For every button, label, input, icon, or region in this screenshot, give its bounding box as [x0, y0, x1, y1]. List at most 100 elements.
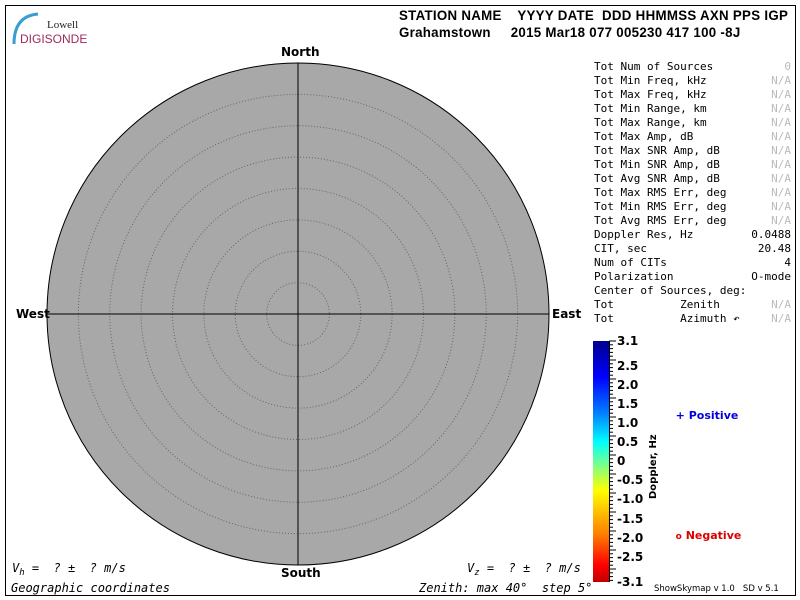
legend-negative-label: Negative	[685, 529, 742, 542]
stat-label: Tot Azimuth ↶	[594, 312, 740, 325]
colorbar-tick-label: 2.0	[617, 378, 639, 392]
stat-value: N/A	[771, 158, 791, 171]
stat-row: Tot Min Freq, kHz N/A	[594, 74, 791, 88]
stat-row: Tot Max Freq, kHz N/A	[594, 88, 791, 102]
stat-value: N/A	[771, 74, 791, 87]
colorbar-tick-label: -2.0	[617, 531, 644, 545]
stat-row: Tot Min Range, km N/A	[594, 102, 791, 116]
vh-symbol: V	[12, 561, 20, 575]
direction-east: East	[552, 307, 582, 321]
stat-label: Tot Min Freq, kHz	[594, 74, 707, 87]
header-values: Grahamstown 2015 Mar18 077 005230 417 10…	[399, 24, 741, 40]
skymap-plot	[46, 62, 550, 566]
logo-arc-icon	[12, 12, 39, 45]
colorbar-tick-label: 1.0	[617, 416, 639, 430]
stat-value: 0.0488	[751, 228, 791, 241]
stat-row: Tot Max RMS Err, deg N/A	[594, 186, 791, 200]
stat-value: N/A	[771, 88, 791, 101]
stat-label: Center of Sources, deg:	[594, 284, 747, 297]
stat-value: N/A	[771, 298, 791, 311]
colorbar-tick-label: -1.5	[617, 512, 644, 526]
stat-label: Tot Min Range, km	[594, 102, 707, 115]
stat-row: Tot Avg SNR Amp, dB N/A	[594, 172, 791, 186]
header-labels: STATION NAME YYYY DATE DDD HHMMSS AXN PP…	[399, 7, 789, 23]
stat-row: CIT, sec 20.48	[594, 242, 791, 256]
stat-label: Tot Num of Sources	[594, 60, 714, 73]
stat-row: Polarization O-mode	[594, 270, 791, 284]
colorbar-tick-label: -3.1	[617, 575, 644, 589]
stat-value: N/A	[771, 130, 791, 143]
stat-value: N/A	[771, 102, 791, 115]
version-info: ShowSkymap v 1.0 SD v 5.1	[654, 584, 779, 594]
vz-value: = ? ± ? m/s	[479, 561, 581, 575]
circle-icon: o	[675, 532, 682, 542]
stat-row: Tot Azimuth ↶ N/A	[594, 312, 791, 326]
stat-row: Tot Max Amp, dB N/A	[594, 130, 791, 144]
stat-label: Tot Avg RMS Err, deg	[594, 214, 727, 227]
stat-value: N/A	[771, 312, 791, 325]
direction-south: South	[281, 566, 321, 580]
stat-label: Tot Max Range, km	[594, 116, 707, 129]
stat-label: Tot Max Freq, kHz	[594, 88, 707, 101]
stat-label: CIT, sec	[594, 242, 647, 255]
colorbar-tick-label: 3.1	[617, 334, 639, 348]
stat-label: Polarization	[594, 270, 674, 283]
vz-readout: Vz = ? ± ? m/s	[467, 561, 581, 578]
stat-row: Tot Min RMS Err, deg N/A	[594, 200, 791, 214]
stat-label: Tot Min RMS Err, deg	[594, 200, 727, 213]
stat-value: O-mode	[751, 270, 791, 283]
stat-row: Num of CITs 4	[594, 256, 791, 270]
coordinate-system: Geographic coordinates	[11, 581, 170, 595]
logo-text-digisonde: DIGISONDE	[20, 32, 88, 46]
vh-readout: Vh = ? ± ? m/s	[12, 561, 126, 578]
plot-frame	[5, 5, 796, 596]
stat-value: 20.48	[757, 242, 791, 255]
stat-label: Tot Min SNR Amp, dB	[594, 158, 720, 171]
stat-label: Tot Max RMS Err, deg	[594, 186, 727, 199]
stat-row: Tot Zenith N/A	[594, 298, 791, 312]
stat-label: Tot Max SNR Amp, dB	[594, 144, 720, 157]
stat-value: N/A	[771, 144, 791, 157]
stat-row: Tot Min SNR Amp, dB N/A	[594, 158, 791, 172]
stat-row: Center of Sources, deg:	[594, 284, 791, 298]
stat-value: 4	[784, 256, 791, 269]
stat-row: Tot Max Range, km N/A	[594, 116, 791, 130]
colorbar-tick-label: -2.5	[617, 550, 644, 564]
vz-subscript: z	[474, 568, 480, 578]
stat-label: Doppler Res, Hz	[594, 228, 694, 241]
stat-value: N/A	[771, 172, 791, 185]
plus-icon: +	[675, 409, 685, 422]
colorbar-tick-label: 1.5	[617, 397, 639, 411]
zenith-info: Zenith: max 40° step 5°	[419, 581, 593, 595]
colorbar-ticks	[609, 340, 616, 582]
vh-value: = ? ± ? m/s	[24, 561, 126, 575]
stat-value: N/A	[771, 186, 791, 199]
stat-value: N/A	[771, 116, 791, 129]
stat-label: Tot Zenith	[594, 298, 720, 311]
stat-row: Tot Num of Sources 0	[594, 60, 791, 74]
stat-row: Tot Max SNR Amp, dB N/A	[594, 144, 791, 158]
stat-row: Tot Avg RMS Err, deg N/A	[594, 214, 791, 228]
legend-positive: + Positive	[668, 396, 739, 422]
stat-value: N/A	[771, 214, 791, 227]
direction-west: West	[16, 307, 50, 321]
colorbar-tick-label: -1.0	[617, 492, 644, 506]
legend-positive-label: Positive	[688, 409, 739, 422]
stat-label: Num of CITs	[594, 256, 667, 269]
stat-row: Doppler Res, Hz 0.0488	[594, 228, 791, 242]
logo-text-lowell: Lowell	[47, 19, 79, 31]
colorbar-tick-label: -0.5	[617, 473, 644, 487]
vz-symbol: V	[467, 561, 475, 575]
doppler-colorbar	[593, 341, 609, 582]
colorbar-tick-label: 0	[617, 454, 626, 468]
stat-label: Tot Avg SNR Amp, dB	[594, 172, 720, 185]
stat-label: Tot Max Amp, dB	[594, 130, 694, 143]
vh-subscript: h	[19, 568, 25, 578]
stat-value: 0	[784, 60, 791, 73]
legend-negative: o Negative	[668, 516, 742, 544]
colorbar-tick-label: 0.5	[617, 435, 639, 449]
direction-north: North	[281, 45, 320, 59]
stat-value: N/A	[771, 200, 791, 213]
colorbar-tick-label: 2.5	[617, 359, 639, 373]
colorbar-title: Doppler, Hz	[648, 434, 659, 500]
